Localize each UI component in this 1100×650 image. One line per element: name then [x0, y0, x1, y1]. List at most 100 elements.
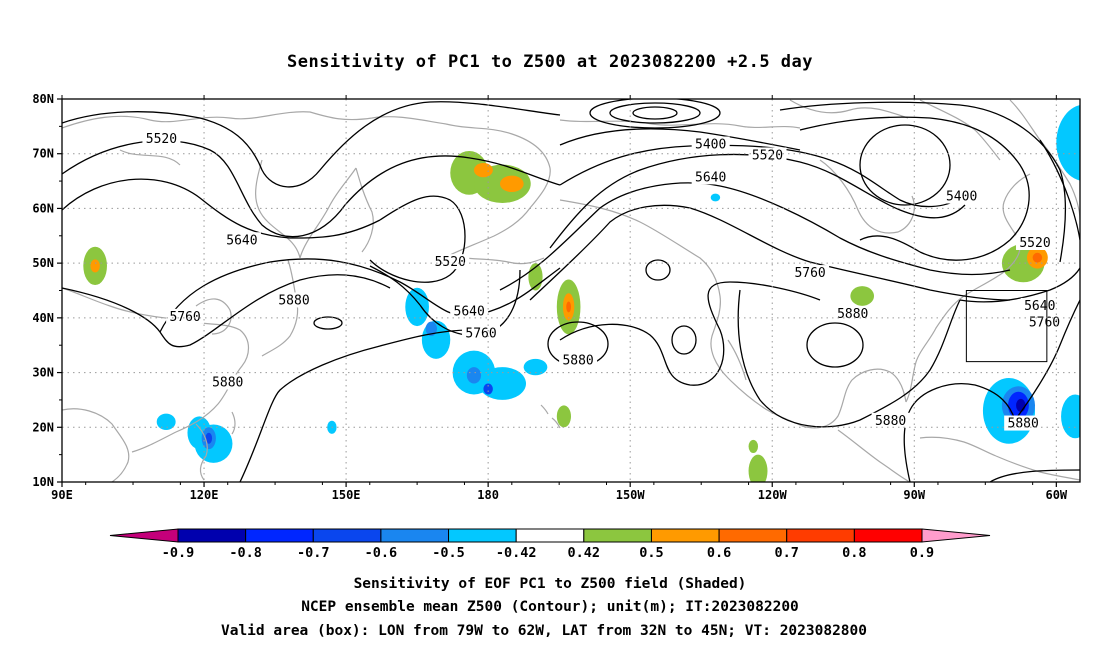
colorbar-label: -0.5: [432, 545, 465, 561]
contour-label-bg: [222, 232, 261, 248]
contour-label-bg: [942, 188, 981, 204]
contour-label: 5640: [1024, 299, 1055, 314]
lon-tick-label: 120E: [190, 488, 219, 502]
contour-label-bg: [431, 254, 470, 270]
sensitivity-patch: [748, 439, 759, 454]
colorbar-swatch: [786, 528, 855, 543]
sensitivity-patch: [1061, 394, 1080, 439]
colorbar-swatch: [718, 528, 788, 543]
colorbar-swatch: [177, 528, 247, 543]
contour-label-bg: [142, 131, 181, 147]
contour-label-bg: [166, 308, 205, 324]
sensitivity-patch: [1085, 214, 1100, 312]
lat-tick-label: 80N: [32, 92, 54, 106]
sensitivity-patch: [523, 358, 548, 376]
sensitivity-patch: [483, 383, 493, 395]
colorbar-label: -0.8: [229, 545, 262, 561]
colorbar-swatch: [312, 528, 382, 543]
graticule-gridlines: [62, 99, 1080, 482]
plot-area: 5520 5400 5520 5640 5400 5640 5520 5520 5760 5880…: [62, 99, 1100, 482]
colorbar-swatch: [380, 528, 450, 543]
lat-tick-label: 50N: [32, 256, 54, 270]
sensitivity-patch: [556, 405, 571, 428]
colorbar-swatch: [583, 528, 652, 543]
sensitivity-patch: [1032, 252, 1043, 263]
contour-label-bg: [1025, 314, 1064, 330]
colorbar-label: 0.8: [842, 545, 866, 561]
colorbar-swatch: [853, 528, 923, 543]
colorbar-swatch: [245, 528, 314, 543]
sensitivity-patch: [205, 432, 213, 444]
colorbar-label: 0.42: [568, 545, 601, 561]
footer-line-3: Valid area (box): LON from 79W to 62W, L…: [221, 623, 867, 639]
sensitivity-patch: [478, 367, 527, 400]
sensitivity-patch: [1089, 132, 1100, 198]
lat-tick-label: 60N: [32, 201, 54, 215]
contour-label: 5520: [1019, 236, 1050, 251]
sensitivity-patch: [90, 259, 100, 273]
contour-label-bg: [208, 374, 247, 390]
contour-label-bg: [748, 147, 787, 163]
colorbar-high-triangle: [921, 528, 991, 543]
sensitivity-patch: [1094, 252, 1100, 296]
sensitivity-patch: [1082, 370, 1091, 386]
sensitivity-patch: [425, 321, 438, 336]
colorbar-label: 0.7: [775, 545, 799, 561]
contour-label: 5880: [278, 293, 309, 308]
lon-tick-label: 150W: [616, 488, 646, 502]
contour-label-bg: [1016, 234, 1055, 250]
colorbar-label: 0.6: [707, 545, 731, 561]
colorbar-swatch: [448, 528, 517, 543]
contour-label-bg: [275, 292, 314, 308]
colorbar-low-triangle: [109, 528, 179, 543]
footer-line-2: NCEP ensemble mean Z500 (Contour); unit(…: [301, 599, 799, 615]
valid-area-box: [965, 290, 1048, 363]
colorbar-swatch: [515, 528, 585, 543]
figure-title: Sensitivity of PC1 to Z500 at 2023082200…: [287, 52, 813, 72]
sensitivity-patch: [473, 163, 493, 178]
contour-label: 5880: [562, 354, 593, 369]
colorbar-label: 0.5: [639, 545, 663, 561]
lon-tick-label: 120W: [758, 488, 788, 502]
sensitivity-patch: [710, 193, 721, 202]
contour-label: 5880: [212, 376, 243, 391]
sensitivity-patch: [850, 286, 875, 306]
colorbar: -0.9 -0.8 -0.7 -0.6 -0.5 -0.42 0.42 0.5 0.6 0.7 0.…: [109, 528, 991, 561]
contour-label: 5760: [794, 266, 825, 281]
contour-label-bg: [691, 169, 730, 185]
lat-tick-label: 70N: [32, 147, 54, 161]
contour-label: 5880: [875, 414, 906, 429]
colorbar-label: -0.6: [365, 545, 398, 561]
footer-line-1: Sensitivity of EOF PC1 to Z500 field (Sh…: [354, 576, 747, 592]
lat-tick-label: 10N: [32, 475, 54, 489]
contour-label: 5760: [169, 310, 200, 325]
sensitivity-patch: [1080, 362, 1100, 406]
colorbar-label: 0.9: [910, 545, 934, 561]
colorbar-swatch: [650, 528, 720, 543]
lat-tick-label: 20N: [32, 420, 54, 434]
sensitivity-patch: [156, 413, 176, 431]
contour-label-bg: [559, 352, 598, 368]
contour-label-bg: [871, 412, 910, 428]
contour-label: 5880: [1008, 417, 1039, 432]
contour-label-bg: [1020, 297, 1059, 313]
lon-tick-label: 180: [477, 488, 499, 502]
colorbar-label: -0.9: [162, 545, 195, 561]
sensitivity-patch: [466, 367, 482, 384]
contour-label: 5520: [146, 132, 177, 147]
lon-tick-label: 150E: [332, 488, 361, 502]
sensitivity-patch: [1056, 105, 1080, 181]
contour-label: 5400: [946, 189, 977, 204]
contour-label: 5640: [454, 304, 485, 319]
contour-label: 5520: [435, 255, 466, 270]
lat-tick-label: 30N: [32, 366, 54, 380]
sensitivity-patch: [566, 301, 571, 313]
colorbar-label: -0.42: [496, 545, 537, 561]
sensitivity-patch: [1016, 398, 1026, 412]
sensitivity-patch: [405, 287, 429, 327]
coastlines: [62, 99, 1080, 482]
sensitivity-patch: [499, 175, 524, 193]
contour-label-bg: [791, 265, 830, 281]
